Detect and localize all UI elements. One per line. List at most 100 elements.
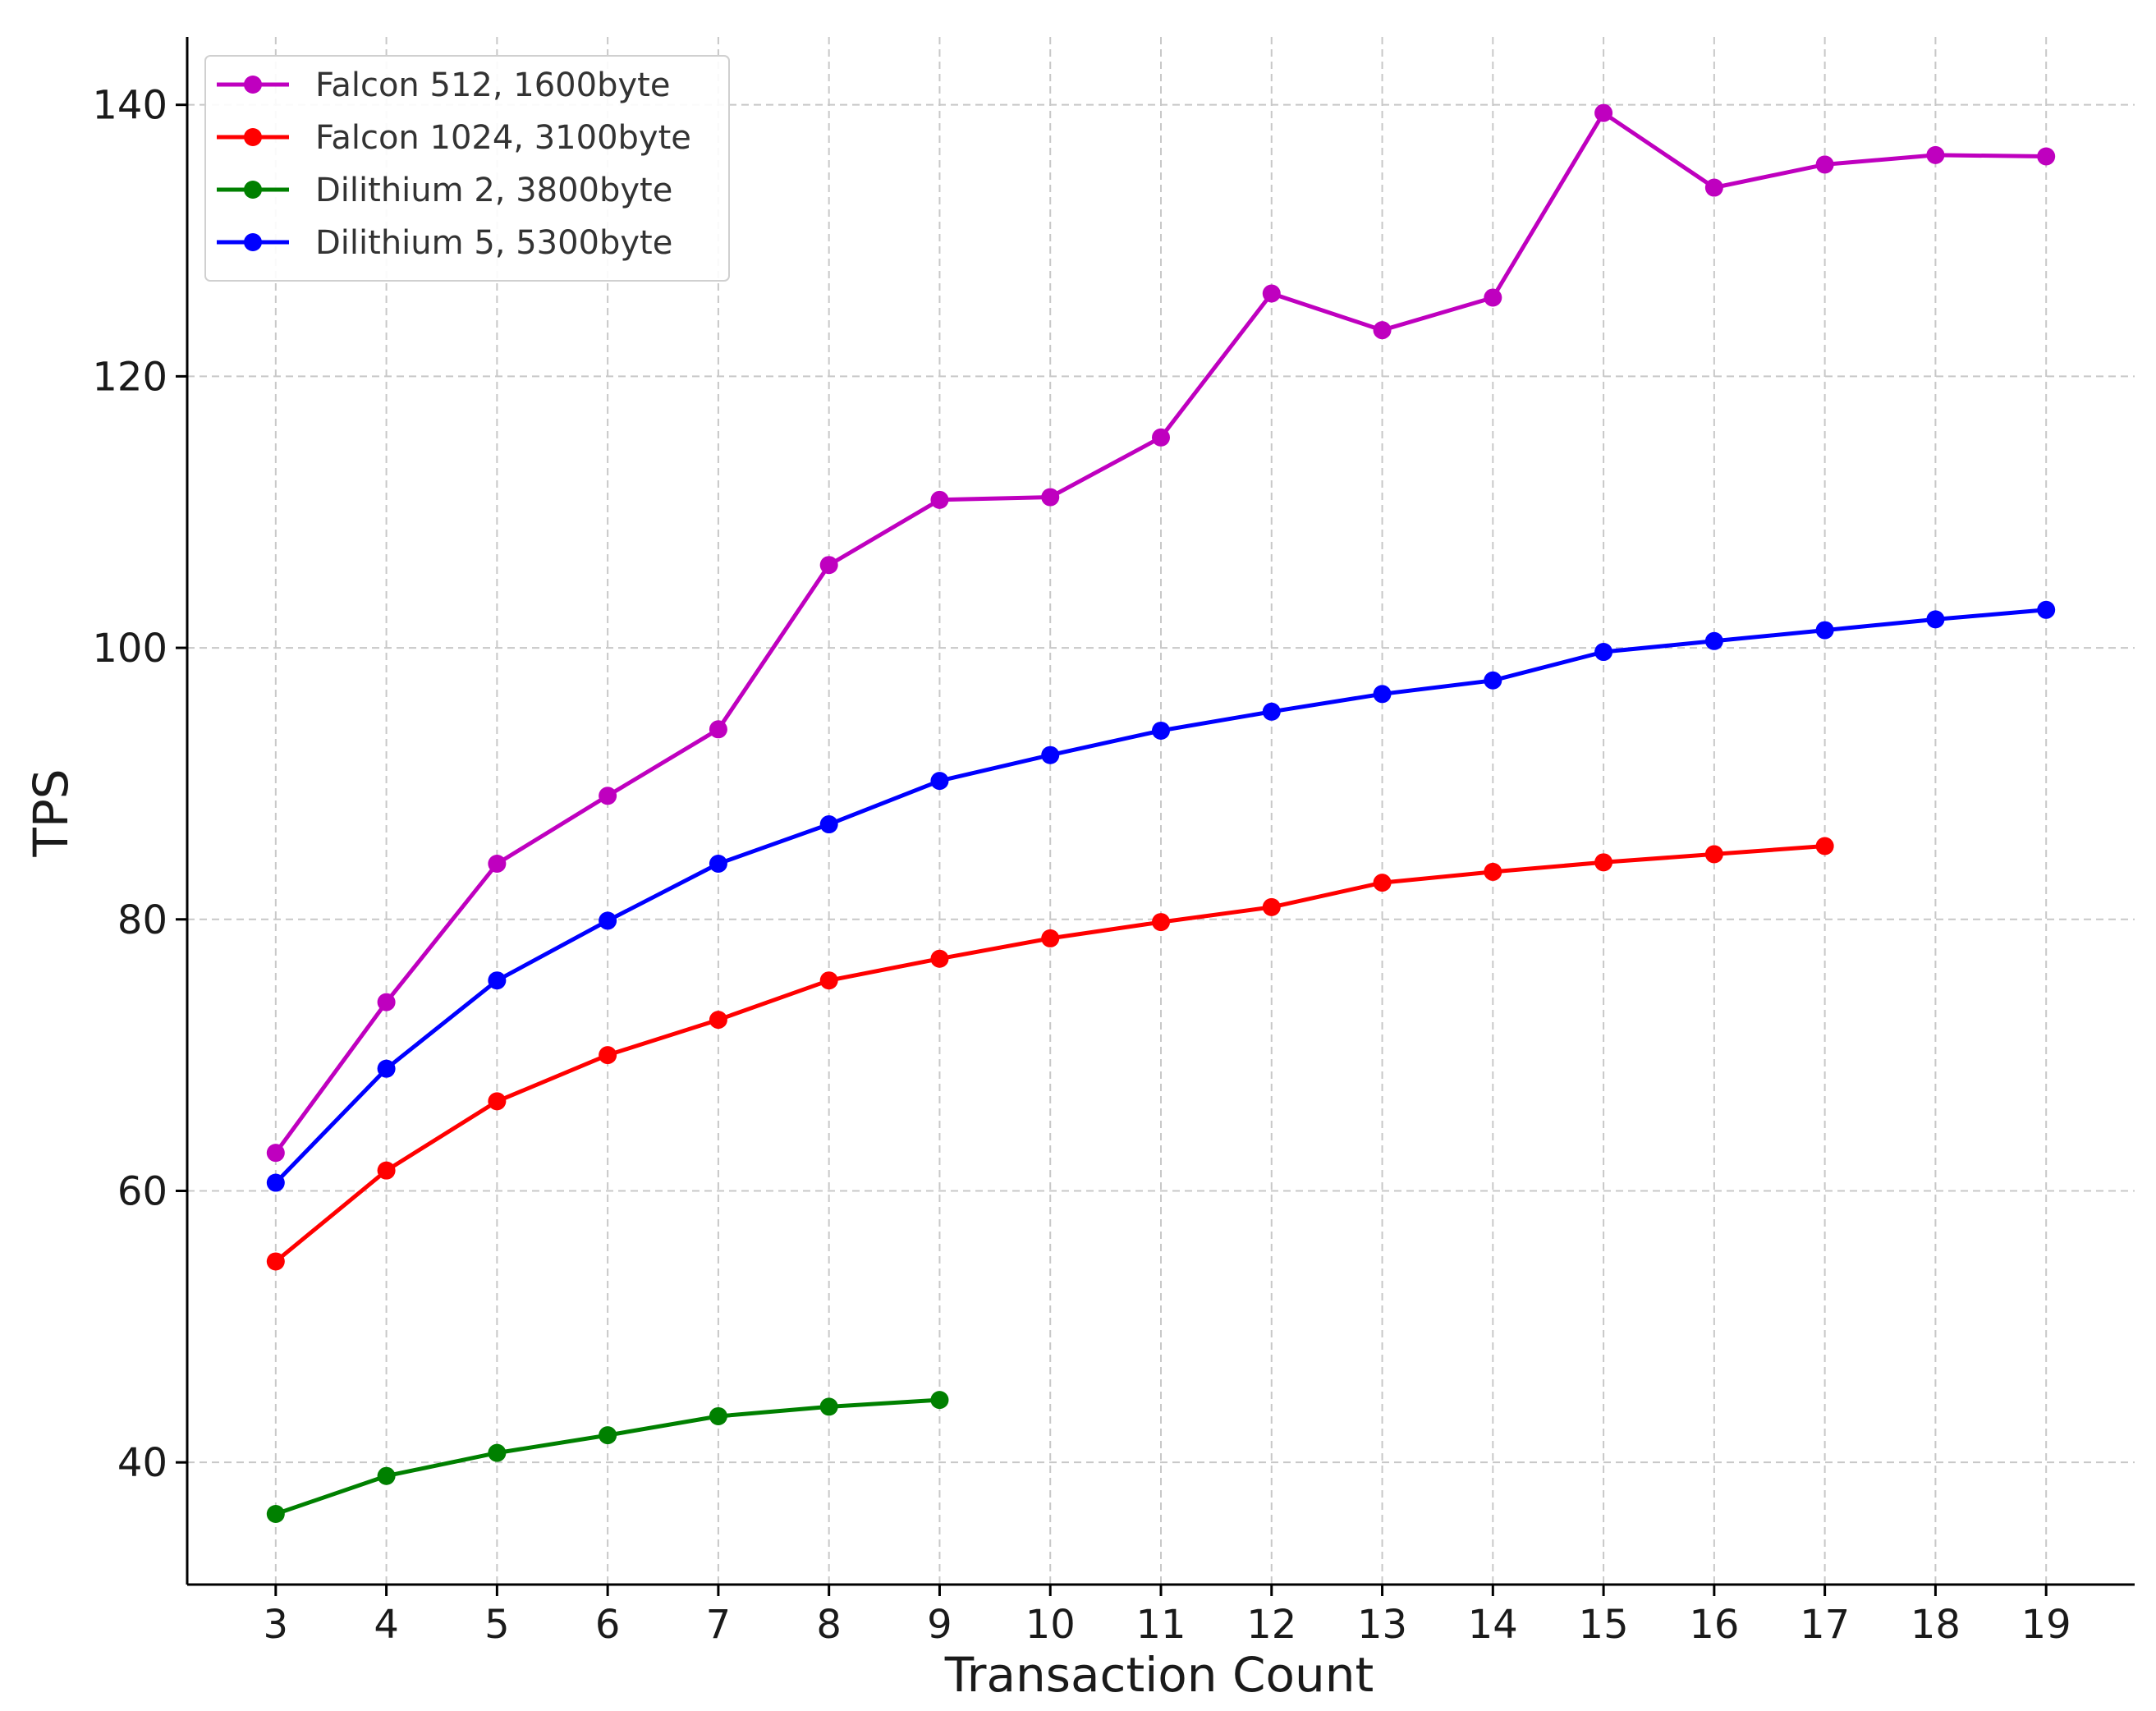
data-point <box>1815 155 1834 174</box>
y-tick-label: 100 <box>92 626 167 672</box>
legend-label: Dilithium 5, 5300byte <box>315 224 672 262</box>
series-falcon-1024-3100byte <box>266 837 1834 1271</box>
tick-labels: 3 4 5 6 7 8 9 10 11 12 13 14 15 16 17 18 19 40 60 80 100 120 1… <box>92 83 2071 1648</box>
series-falcon-512-1600byte <box>266 103 2056 1163</box>
data-point <box>488 971 507 990</box>
data-point <box>599 1426 617 1445</box>
data-point <box>709 854 727 873</box>
legend: Falcon 512, 1600byte Falcon 1024, 3100byt… <box>204 55 730 282</box>
data-point <box>1594 643 1613 662</box>
data-point <box>1594 853 1613 872</box>
data-point <box>266 1173 285 1192</box>
data-point <box>1704 178 1723 197</box>
x-tick-label: 3 <box>264 1602 289 1648</box>
data-point <box>599 787 617 805</box>
legend-item: Dilithium 5, 5300byte <box>217 224 672 262</box>
x-tick-label: 12 <box>1246 1602 1296 1648</box>
data-point <box>1926 145 1945 164</box>
data-point <box>1373 685 1392 704</box>
legend-swatch-marker <box>244 76 262 94</box>
data-point <box>377 1466 396 1485</box>
y-axis-title: TPS <box>23 768 79 857</box>
data-point <box>1373 874 1392 892</box>
legend-swatch-marker <box>244 128 262 146</box>
data-point <box>1041 745 1060 764</box>
legend-box <box>204 55 730 282</box>
data-point <box>819 1397 838 1416</box>
x-axis-title: Transaction Count <box>944 1647 1374 1703</box>
data-point <box>930 1391 949 1410</box>
x-tick-label: 8 <box>816 1602 842 1648</box>
data-point <box>1152 721 1170 740</box>
data-point <box>819 556 838 575</box>
data-point <box>709 1406 727 1425</box>
data-point <box>488 1443 507 1462</box>
data-point <box>1704 845 1723 864</box>
data-point <box>377 1059 396 1078</box>
data-point <box>1262 897 1281 916</box>
data-point <box>1484 288 1502 307</box>
data-point <box>1704 631 1723 650</box>
x-tick-label: 16 <box>1689 1602 1739 1648</box>
legend-item: Falcon 1024, 3100byte <box>217 119 691 157</box>
x-tick-label: 13 <box>1357 1602 1407 1648</box>
data-point <box>1041 929 1060 947</box>
y-tick-label: 120 <box>92 354 167 400</box>
data-point <box>266 1505 285 1524</box>
data-point <box>1815 837 1834 856</box>
x-tick-label: 7 <box>706 1602 732 1648</box>
x-tick-label: 15 <box>1579 1602 1629 1648</box>
data-point <box>1262 702 1281 721</box>
y-tick-label: 80 <box>117 897 167 943</box>
legend-swatch-marker <box>244 181 262 199</box>
data-point <box>1926 610 1945 629</box>
data-point <box>488 854 507 873</box>
data-point <box>377 1161 396 1180</box>
data-point <box>266 1144 285 1163</box>
legend-label: Falcon 512, 1600byte <box>315 67 670 104</box>
data-point <box>709 720 727 739</box>
x-tick-label: 18 <box>1911 1602 1961 1648</box>
data-point <box>1152 913 1170 932</box>
data-point <box>1373 321 1392 340</box>
x-tick-label: 4 <box>374 1602 399 1648</box>
data-point <box>599 911 617 930</box>
data-point <box>1484 862 1502 881</box>
data-point <box>2037 147 2056 166</box>
data-point <box>819 815 838 834</box>
data-point <box>709 1011 727 1030</box>
data-point <box>488 1092 507 1111</box>
data-point <box>930 949 949 968</box>
x-tick-label: 19 <box>2021 1602 2071 1648</box>
data-point <box>819 971 838 990</box>
y-tick-label: 140 <box>92 83 167 129</box>
legend-item: Falcon 512, 1600byte <box>217 67 670 104</box>
data-point <box>1594 103 1613 122</box>
x-tick-label: 14 <box>1468 1602 1518 1648</box>
x-tick-label: 6 <box>595 1602 621 1648</box>
x-tick-label: 10 <box>1025 1602 1076 1648</box>
data-point <box>266 1252 285 1271</box>
data-point <box>1815 621 1834 640</box>
x-tick-label: 5 <box>484 1602 510 1648</box>
legend-label: Dilithium 2, 3800byte <box>315 172 672 209</box>
data-point <box>377 993 396 1011</box>
x-tick-label: 17 <box>1800 1602 1850 1648</box>
data-point <box>1262 284 1281 303</box>
legend-swatch-marker <box>244 233 262 251</box>
legend-item: Dilithium 2, 3800byte <box>217 172 672 209</box>
data-point <box>2037 600 2056 619</box>
data-point <box>1152 428 1170 447</box>
series-lines <box>266 103 2056 1524</box>
data-point <box>930 490 949 509</box>
data-point <box>599 1046 617 1065</box>
y-tick-label: 60 <box>117 1168 167 1214</box>
data-point <box>1041 488 1060 507</box>
series-dilithium-2-3800byte <box>266 1391 949 1524</box>
data-point <box>1484 671 1502 690</box>
data-point <box>930 772 949 791</box>
legend-label: Falcon 1024, 3100byte <box>315 119 691 157</box>
y-tick-label: 40 <box>117 1440 167 1486</box>
x-tick-label: 9 <box>927 1602 952 1648</box>
